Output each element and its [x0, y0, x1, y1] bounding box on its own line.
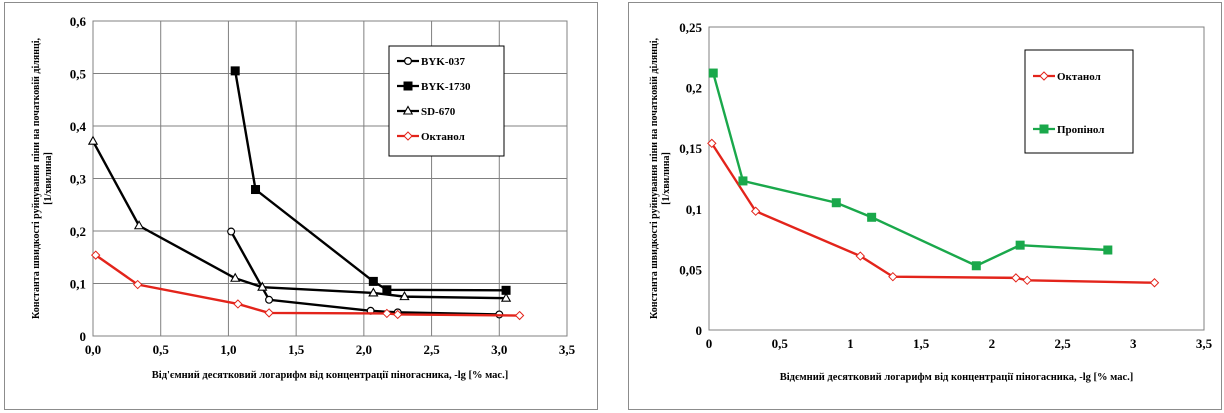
chart-1-series-4-point	[382, 308, 392, 319]
chart-1-ytick-label: 0,4	[70, 119, 87, 134]
chart-2-ytick-label: 0,05	[679, 262, 702, 277]
chart-2-series-2-markers	[708, 68, 1113, 271]
chart-1-series-3-point	[399, 290, 410, 301]
chart-2-series-2-point	[971, 261, 981, 271]
chart-2-series-2-point	[708, 68, 718, 78]
chart-1-series-2-point	[251, 185, 261, 195]
chart-2-xtick-label: 0,5	[772, 336, 789, 351]
chart-1-ylabel-line1: Константа швидкості руйнування піни на п…	[31, 37, 42, 319]
chart-1-ytick-label: 0,6	[70, 14, 87, 29]
chart-2-series-1-point	[707, 138, 717, 149]
chart-2-series-1-line	[710, 142, 1155, 284]
chart-1-ylabel-line2: [1/хвилина]	[43, 152, 54, 205]
chart-2-legend-label-2: Пропінол	[1057, 124, 1104, 136]
chart-1-ytick-label: 0	[80, 329, 87, 344]
chart-2-series-2-point	[1103, 245, 1113, 255]
chart-1-legend-marker-2	[403, 81, 413, 91]
chart-2-series-1-point	[888, 271, 898, 282]
chart-1-series-1-point	[265, 295, 274, 304]
chart-1-xtick-label: 1,0	[220, 342, 236, 357]
chart-left: 0 0,1 0,2 0,3 0,4 0,5 0,6 0,0 0,5 1,0 1,5 2,0 2,5 3,0…	[4, 2, 598, 410]
chart-1-legend-label-1: BYK-037	[421, 56, 466, 68]
chart-2-ylabel: Константа швидкості руйнування піни на п…	[649, 37, 672, 319]
chart-2-legend-marker-1	[1039, 71, 1049, 81]
chart-1-legend-marker-4	[403, 131, 413, 141]
chart-1-series-4-point	[132, 279, 143, 290]
chart-2-xtick-label: 0	[706, 336, 713, 351]
chart-1-series-1-point	[227, 227, 236, 236]
chart-1-ylabel: Константа швидкості руйнування піни на п…	[31, 37, 54, 319]
chart-2-xtick-label: 1,5	[913, 336, 930, 351]
chart-1-series-4-point	[91, 250, 101, 260]
chart-2-legend-label-1: Октанол	[1057, 71, 1101, 83]
chart-1-series-1-markers	[227, 227, 504, 319]
chart-2-series-2-point	[1015, 240, 1025, 250]
chart-1-series-4-line	[95, 254, 520, 317]
chart-1-xtick-label: 3,0	[491, 342, 507, 357]
chart-2-xlabel: Відємний десятковий логарифм від концент…	[780, 372, 1134, 383]
chart-1-xtick-label: 2,5	[423, 342, 440, 357]
chart-2-xtick-label: 2,5	[1054, 336, 1071, 351]
chart-2-plot-area	[708, 26, 1205, 331]
chart-1-series-2-point	[368, 276, 378, 286]
chart-2-ytick-label: 0	[696, 323, 703, 338]
chart-1-series-4-markers	[91, 250, 525, 321]
chart-2-series-1-point	[1011, 273, 1021, 283]
chart-1-series-2-point	[382, 285, 392, 295]
chart-right: 0 0,05 0,1 0,15 0,2 0,25 0 0,5 1 1,5 2 2,5 3 3,5 Відєм…	[628, 2, 1222, 410]
chart-2-xtick-label: 2	[989, 336, 996, 351]
chart-2-ytick-label: 0,15	[679, 141, 702, 156]
chart-1-series-3-point	[133, 220, 145, 230]
chart-1-series-4-point	[514, 310, 525, 321]
chart-left-svg: 0 0,1 0,2 0,3 0,4 0,5 0,6 0,0 0,5 1,0 1,5 2,0 2,5 3,0…	[31, 14, 576, 381]
chart-1-xlabel: Від'ємний десятковий логарифм від концен…	[152, 370, 508, 381]
chart-1-series-3-markers	[87, 135, 512, 302]
chart-1-series-3-point	[257, 281, 268, 291]
chart-2-xtick-label: 3,5	[1196, 336, 1213, 351]
chart-2-series-1-point	[750, 206, 761, 216]
chart-2-series-2-point	[831, 198, 841, 208]
chart-1-ytick-label: 0,2	[70, 224, 86, 239]
chart-2-xtick-label: 3	[1130, 336, 1137, 351]
chart-2-xtick-label: 1	[847, 336, 854, 351]
chart-1-legend-marker-1	[404, 56, 413, 65]
chart-1-xtick-label: 3,5	[559, 342, 576, 357]
chart-1-xtick-label: 1,5	[288, 342, 305, 357]
chart-1-series-2-point	[230, 66, 240, 76]
chart-1-xtick-label: 2,0	[356, 342, 372, 357]
chart-2-series-1-point	[1149, 278, 1160, 288]
chart-1-legend-marker-3	[402, 105, 414, 115]
chart-1-ytick-label: 0,5	[70, 67, 87, 82]
chart-1-series-3-point	[500, 292, 512, 302]
chart-1-series-2-markers	[230, 66, 511, 295]
chart-2-ylabel-line1: Константа швидкості руйнування піни на п…	[649, 37, 660, 319]
chart-2-series-2-point	[738, 176, 748, 186]
chart-2-series-1-markers	[707, 138, 1160, 288]
chart-1-ytick-label: 0,3	[70, 172, 87, 187]
chart-1-xtick-label: 0,0	[85, 342, 101, 357]
chart-1-series-4-point	[264, 308, 274, 318]
chart-2-ytick-label: 0,1	[686, 202, 702, 217]
chart-2-ytick-label: 0,2	[686, 81, 702, 96]
chart-right-svg: 0 0,05 0,1 0,15 0,2 0,25 0 0,5 1 1,5 2 2,5 3 3,5 Відєм…	[649, 20, 1213, 383]
chart-2-ytick-label: 0,25	[679, 20, 702, 35]
chart-1-ytick-label: 0,1	[70, 277, 86, 292]
chart-1-series-3-line	[91, 140, 507, 300]
chart-2-legend-marker-2	[1039, 124, 1049, 134]
chart-1-series-4-point	[233, 299, 243, 309]
chart-1-legend-label-4: Октанол	[421, 131, 465, 143]
chart-1-xtick-label: 0,5	[153, 342, 170, 357]
chart-1-legend-label-2: BYK-1730	[421, 81, 471, 93]
chart-1-series-4-point	[393, 309, 403, 320]
chart-1-series-3-point	[230, 272, 241, 282]
chart-2-series-1-point	[855, 251, 866, 261]
chart-1-series-3-point	[87, 135, 99, 145]
chart-2-series-1-point	[1022, 275, 1032, 286]
chart-2-ylabel-line2: [1/хвилина]	[661, 152, 672, 205]
chart-2-series-2-point	[867, 212, 877, 222]
chart-2-legend	[1024, 49, 1134, 154]
chart-1-legend-label-3: SD-670	[421, 106, 456, 118]
chart-1-series-3-point	[368, 287, 379, 297]
